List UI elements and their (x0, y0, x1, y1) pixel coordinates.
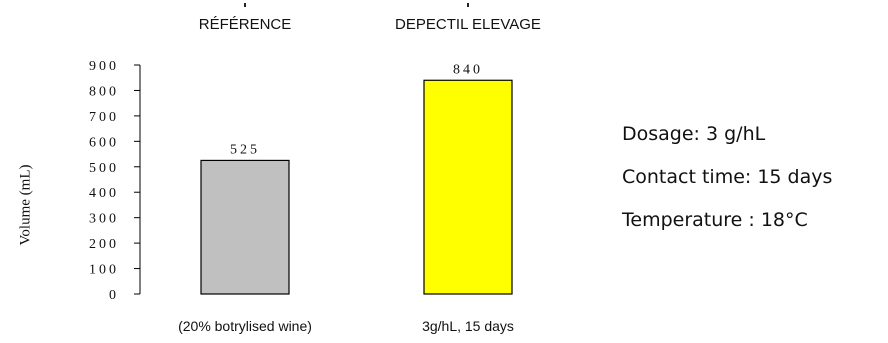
y-tick-label: 900 (89, 59, 119, 74)
y-tick-label: 300 (89, 212, 119, 227)
data-label: 840 (453, 62, 483, 77)
data-label: 525 (230, 142, 260, 157)
bar (423, 79, 513, 295)
bar (200, 159, 290, 295)
temperature-text: Temperature : 18°C (622, 209, 808, 231)
y-tick-label: 100 (89, 263, 119, 278)
tick-mark-reference (244, 3, 246, 7)
y-tick-label: 700 (89, 110, 119, 125)
y-tick-label: 500 (89, 161, 119, 176)
y-tick-label: 800 (89, 84, 119, 99)
parameters-panel: Dosage: 3 g/hL Contact time: 15 days Tem… (622, 118, 832, 247)
tick-mark-depectil (467, 3, 469, 7)
y-tick-label: 200 (89, 237, 119, 252)
category-top-label-depectil: DEPECTIL ELEVAGE (395, 16, 541, 33)
category-label-depectil: 3g/hL, 15 days (422, 318, 514, 334)
y-axis-label: Volume (mL) (17, 164, 34, 246)
y-tick-label: 0 (109, 288, 119, 303)
contact-time-text: Contact time: 15 days (622, 166, 833, 188)
dosage-text: Dosage: 3 g/hL (622, 123, 766, 145)
y-tick-label: 600 (89, 135, 119, 150)
category-top-label-reference: RÉFÉRENCE (198, 16, 292, 33)
category-label-reference: (20% botrylised wine) (178, 318, 312, 334)
y-tick-label: 400 (89, 186, 119, 201)
